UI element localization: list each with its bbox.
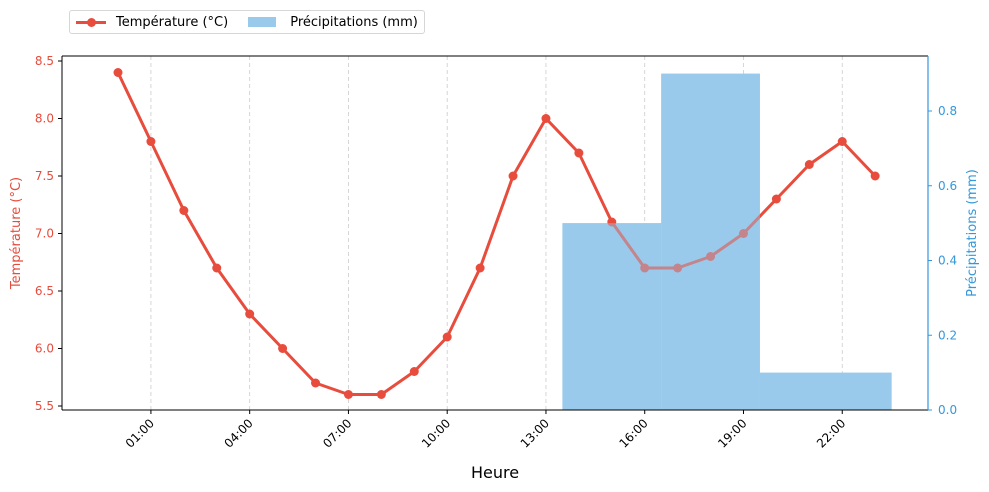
y-left-tick-label: 7.5: [35, 169, 54, 183]
y-right-tick-label: 0.4: [938, 254, 957, 268]
x-tick-label: 10:00: [419, 416, 453, 450]
x-tick-label: 13:00: [518, 416, 552, 450]
y-right-tick-label: 0.6: [938, 179, 957, 193]
temperature-point: [804, 160, 814, 169]
temperature-point: [738, 229, 748, 238]
temperature-point: [475, 263, 485, 273]
x-tick-label: 04:00: [221, 416, 255, 450]
y-right-tick-label: 0.0: [938, 403, 957, 417]
temperature-point: [278, 344, 288, 353]
temperature-point: [673, 263, 683, 273]
y-axis-left-label: Température (°C): [9, 177, 24, 290]
y-left-tick-label: 7.0: [35, 227, 54, 241]
y-left-tick-label: 6.5: [35, 284, 54, 298]
legend-item-precipitation: Précipitations (mm): [248, 15, 418, 30]
y-right-tick-label: 0.8: [938, 104, 957, 118]
x-tick-label: 01:00: [123, 416, 157, 450]
temperature-line: [113, 68, 892, 410]
temperature-point: [640, 263, 650, 273]
x-tick-label: 22:00: [814, 416, 848, 450]
precipitation-bars: [562, 73, 892, 410]
temperature-point: [376, 390, 386, 399]
temperature-point: [870, 171, 880, 181]
y-axis-right-label: Précipitations (mm): [965, 169, 980, 297]
temperature-point: [179, 206, 189, 215]
x-axis-label: Heure: [471, 463, 519, 482]
temperature-point: [442, 332, 452, 342]
legend-label-temperature: Température (°C): [116, 14, 229, 30]
legend: Température (°C) Précipitations (mm): [69, 10, 425, 34]
bar-patch-icon: [248, 17, 277, 27]
legend-label-precipitation: Précipitations (mm): [290, 14, 418, 30]
legend-item-temperature: Température (°C): [76, 15, 228, 30]
x-tick-label: 19:00: [715, 416, 749, 450]
temperature-point: [113, 68, 123, 77]
x-tick-label: 16:00: [616, 416, 650, 450]
line-marker-icon: [76, 17, 106, 27]
precipitation-bar: [562, 223, 662, 410]
x-tick-label: 07:00: [320, 416, 354, 450]
y-left-tick-label: 5.5: [35, 399, 54, 413]
y-left-tick-label: 6.0: [35, 342, 54, 356]
precipitation-bar: [759, 372, 892, 410]
y-left-tick-label: 8.0: [35, 112, 54, 126]
temperature-point: [409, 367, 419, 376]
precipitation-bar: [661, 73, 760, 410]
temperature-point: [343, 390, 353, 399]
temperature-point: [245, 309, 255, 319]
temperature-point: [311, 378, 321, 388]
temperature-point: [508, 171, 518, 181]
temperature-point: [837, 137, 847, 146]
temperature-point: [607, 217, 617, 227]
temperature-point: [706, 252, 716, 261]
temperature-point: [541, 114, 551, 123]
temperature-point: [771, 194, 781, 204]
temperature-point: [146, 137, 156, 146]
y-right-tick-label: 0.2: [938, 328, 957, 342]
y-left-tick-label: 8.5: [35, 54, 54, 68]
temperature-point: [212, 263, 222, 273]
temperature-point: [574, 148, 584, 158]
